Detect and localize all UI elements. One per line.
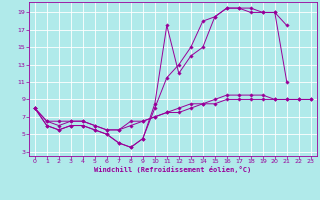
X-axis label: Windchill (Refroidissement éolien,°C): Windchill (Refroidissement éolien,°C): [94, 166, 252, 173]
